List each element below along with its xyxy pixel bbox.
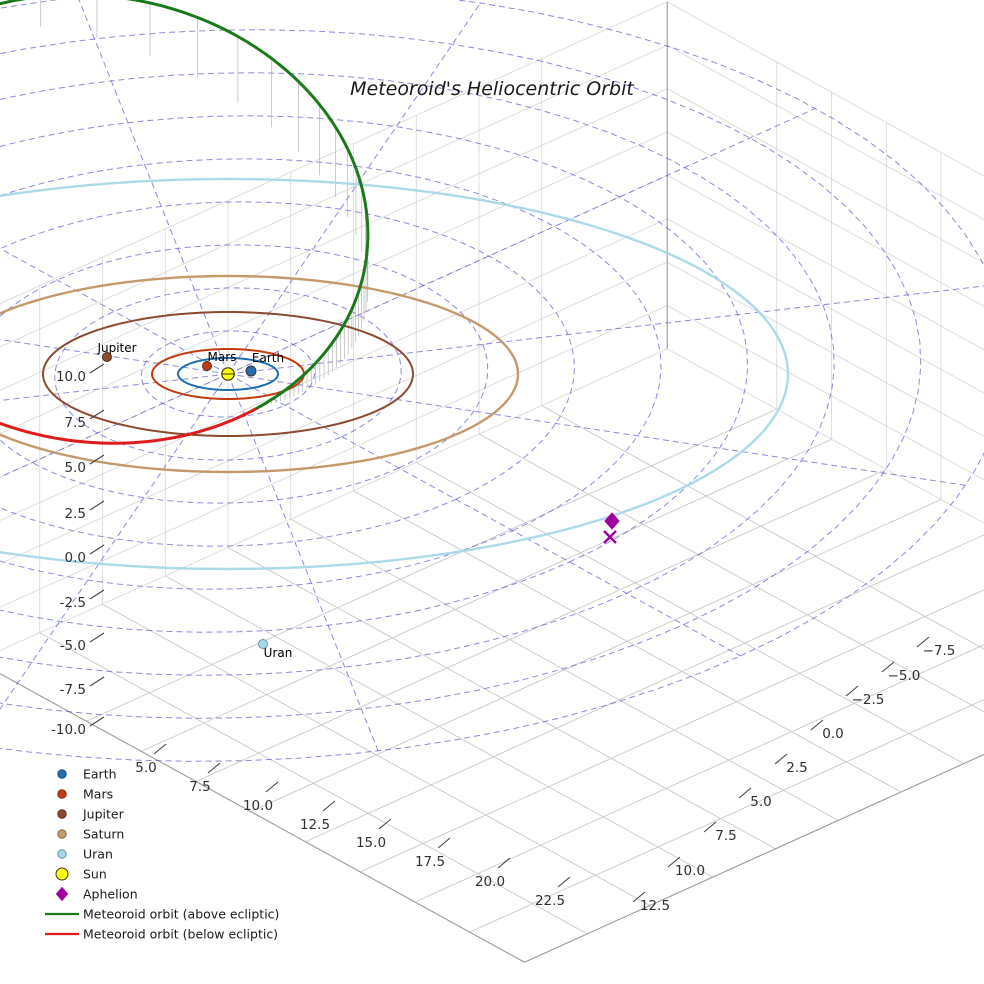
annotation-earth: Earth bbox=[252, 351, 284, 365]
y-tick-label: −7.5 bbox=[923, 643, 956, 659]
legend-label[interactable]: Saturn bbox=[83, 827, 124, 842]
legend[interactable]: Earth Mars Jupiter Saturn Uran Sun Aphelion Met… bbox=[45, 767, 279, 942]
y-tick-label: 0.0 bbox=[822, 726, 843, 742]
legend-marker-uran bbox=[57, 849, 67, 859]
x-tick-label: 7.5 bbox=[189, 779, 210, 795]
legend-marker-mars bbox=[57, 789, 67, 799]
z-tick-label: 5.0 bbox=[65, 460, 86, 476]
x-tick-label: 20.0 bbox=[475, 874, 505, 890]
orbit-drop-lines bbox=[40, 0, 369, 406]
page-title: Meteoroid's Heliocentric Orbit bbox=[350, 78, 635, 100]
y-tick-label: −2.5 bbox=[852, 692, 885, 708]
y-tick-label: 5.0 bbox=[750, 794, 771, 810]
legend-label[interactable]: Meteoroid orbit (below ecliptic) bbox=[83, 927, 278, 942]
planet-marker-mars bbox=[202, 361, 212, 371]
annotation-uran: Uran bbox=[264, 646, 293, 660]
legend-marker-jupiter bbox=[57, 809, 67, 819]
z-tick-label: -5.0 bbox=[60, 638, 86, 654]
x-tick-label: 15.0 bbox=[356, 835, 386, 851]
legend-label[interactable]: Jupiter bbox=[82, 807, 125, 822]
x-tick-label: 5.0 bbox=[135, 760, 156, 776]
legend-label[interactable]: Meteoroid orbit (above ecliptic) bbox=[83, 907, 279, 922]
z-tick-label: -10.0 bbox=[51, 722, 86, 738]
y-tick-label: 12.5 bbox=[640, 898, 670, 914]
polar-grid bbox=[0, 0, 984, 762]
x-tick-label: 22.5 bbox=[535, 893, 565, 909]
z-tick-label: 10.0 bbox=[56, 369, 86, 385]
body-markers bbox=[102, 352, 620, 649]
legend-label[interactable]: Aphelion bbox=[83, 887, 138, 902]
z-tick-label: 7.5 bbox=[65, 415, 86, 431]
x-tick-label: 10.0 bbox=[243, 798, 273, 814]
body-annotations: Jupiter Mars Earth Uran bbox=[96, 341, 292, 660]
y-tick-label: 2.5 bbox=[786, 760, 807, 776]
y-tick-label: −5.0 bbox=[888, 668, 921, 684]
legend-marker-aphelion bbox=[55, 886, 69, 902]
planet-marker-earth bbox=[245, 365, 257, 377]
legend-label[interactable]: Earth bbox=[83, 767, 117, 782]
planet-orbits bbox=[0, 177, 790, 571]
axis-ticks: 10.0 7.5 5.0 2.5 0.0 -2.5 -5.0 -7.5 -10.0 5.0 7.5 1… bbox=[51, 363, 956, 914]
y-tick-label: 7.5 bbox=[715, 828, 736, 844]
legend-label[interactable]: Mars bbox=[83, 787, 113, 802]
legend-marker-sun bbox=[55, 867, 69, 881]
legend-label[interactable]: Sun bbox=[83, 867, 107, 882]
annotation-jupiter: Jupiter bbox=[96, 341, 136, 355]
annotation-mars: Mars bbox=[208, 350, 237, 364]
aphelion-marker bbox=[604, 512, 620, 530]
legend-marker-earth bbox=[57, 769, 67, 779]
legend-label[interactable]: Uran bbox=[83, 847, 113, 862]
y-tick-label: 10.0 bbox=[675, 863, 705, 879]
x-tick-label: 17.5 bbox=[415, 854, 445, 870]
axes-panes bbox=[0, 1, 984, 963]
meteoroid-orbit bbox=[0, 0, 370, 445]
z-tick-label: -2.5 bbox=[60, 595, 86, 611]
z-tick-label: 0.0 bbox=[65, 550, 86, 566]
legend-marker-saturn bbox=[57, 829, 67, 839]
x-tick-label: 12.5 bbox=[300, 817, 330, 833]
planet-marker-uran bbox=[258, 639, 268, 649]
z-tick-label: -7.5 bbox=[60, 682, 86, 698]
planet-marker-jupiter bbox=[102, 352, 112, 362]
z-tick-label: 2.5 bbox=[65, 506, 86, 522]
